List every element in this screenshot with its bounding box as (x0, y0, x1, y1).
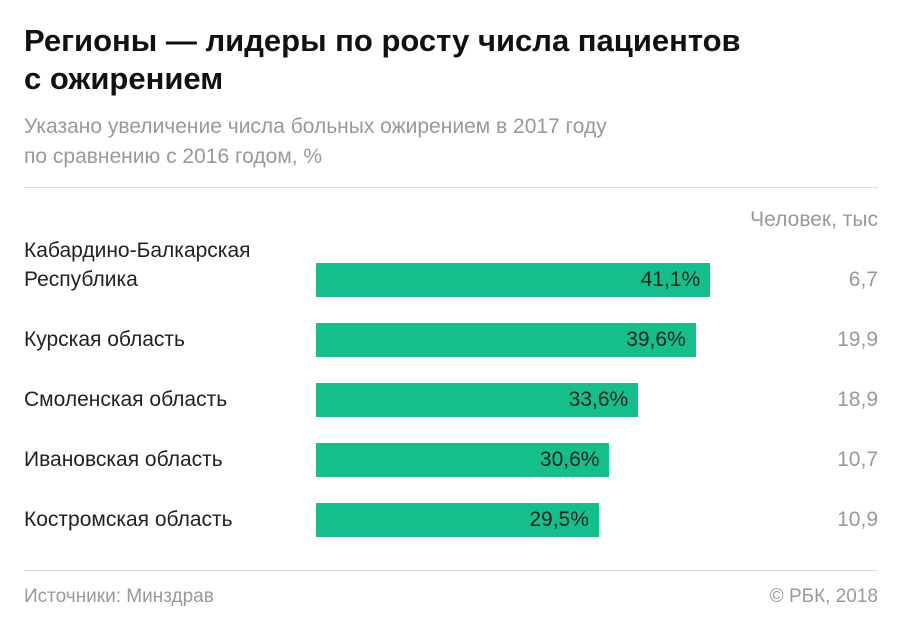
bar (316, 503, 599, 537)
chart-title: Регионы — лидеры по росту числа пациенто… (24, 23, 741, 96)
category-label: Курская область (24, 328, 185, 351)
divider (24, 570, 878, 571)
category-label: Кабардино-Балкарская Республика (24, 239, 251, 291)
column-value: 18,9 (837, 388, 878, 411)
bar (316, 323, 696, 357)
column-title: Человек, тыс (750, 208, 878, 231)
category-label: Смоленская область (24, 388, 228, 411)
bar (316, 263, 711, 297)
source: Источники: Минздрав (24, 586, 214, 607)
bar (316, 443, 610, 477)
bar (316, 383, 639, 417)
category-label: Ивановская область (24, 448, 223, 471)
value-label: 41,1% (640, 268, 701, 291)
category-label: Костромская область (24, 508, 233, 531)
divider (24, 187, 878, 188)
value-label: 30,6% (539, 448, 600, 471)
value-label: 29,5% (529, 508, 589, 531)
column-value: 19,9 (837, 328, 878, 351)
value-label: 39,6% (626, 328, 686, 351)
column-value: 10,7 (837, 448, 878, 471)
column-value: 10,9 (837, 508, 878, 531)
value-label: 33,6% (568, 388, 629, 411)
credit: © РБК, 2018 (769, 586, 878, 607)
chart-subtitle: Указано увеличение числа больных ожирени… (24, 115, 607, 168)
column-value: 6,7 (848, 268, 878, 291)
